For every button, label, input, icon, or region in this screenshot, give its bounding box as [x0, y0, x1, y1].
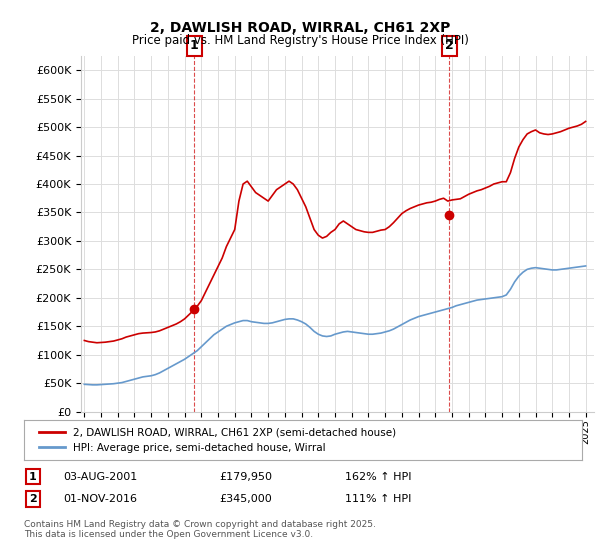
Text: 162% ↑ HPI: 162% ↑ HPI — [345, 472, 412, 482]
Text: £179,950: £179,950 — [219, 472, 272, 482]
Legend: 2, DAWLISH ROAD, WIRRAL, CH61 2XP (semi-detached house), HPI: Average price, sem: 2, DAWLISH ROAD, WIRRAL, CH61 2XP (semi-… — [35, 423, 401, 457]
Text: 1: 1 — [190, 39, 199, 53]
Text: 111% ↑ HPI: 111% ↑ HPI — [345, 494, 412, 504]
Text: 2: 2 — [445, 39, 454, 53]
Text: 01-NOV-2016: 01-NOV-2016 — [63, 494, 137, 504]
Text: 03-AUG-2001: 03-AUG-2001 — [63, 472, 137, 482]
Text: 1: 1 — [29, 472, 37, 482]
Text: Contains HM Land Registry data © Crown copyright and database right 2025.
This d: Contains HM Land Registry data © Crown c… — [24, 520, 376, 539]
Text: 2: 2 — [29, 494, 37, 504]
Text: 2, DAWLISH ROAD, WIRRAL, CH61 2XP: 2, DAWLISH ROAD, WIRRAL, CH61 2XP — [150, 21, 450, 35]
Text: £345,000: £345,000 — [219, 494, 272, 504]
Text: Price paid vs. HM Land Registry's House Price Index (HPI): Price paid vs. HM Land Registry's House … — [131, 34, 469, 46]
